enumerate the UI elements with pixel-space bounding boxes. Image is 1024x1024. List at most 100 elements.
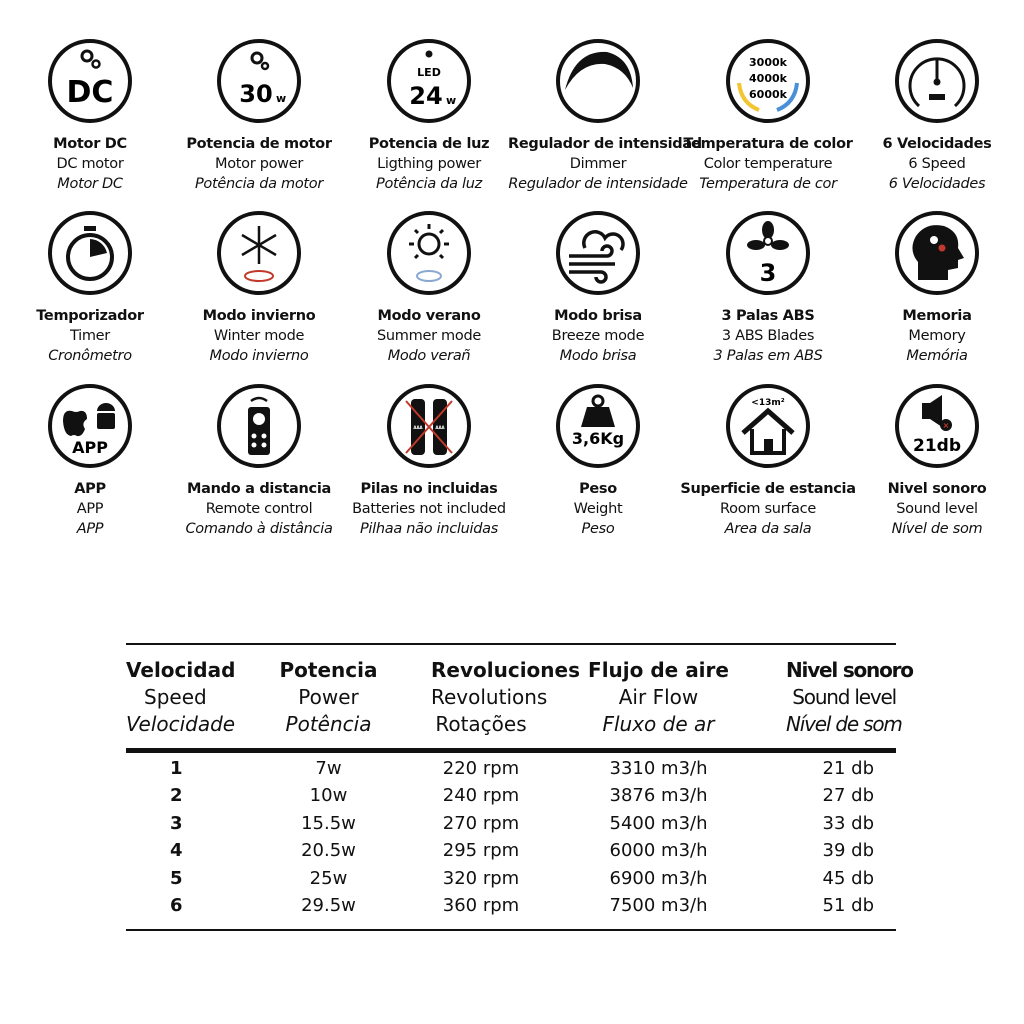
table-body: 1 7w 220 rpm 3310 m3/h 21 db 2 10w 240 rpm 3876 … <box>126 753 896 929</box>
table-row: 2 10w 240 rpm 3876 m3/h 27 db <box>126 782 896 809</box>
label-pt: Potência da motor <box>194 176 324 192</box>
cell-power: 29.5w <box>301 895 356 917</box>
svg-text:30: 30 <box>239 80 272 108</box>
dc-motor-icon: DC <box>48 39 132 123</box>
label-en: DC motor <box>56 156 124 172</box>
label-pt: Cronômetro <box>48 348 132 364</box>
feature-app: APP APP APP APP <box>0 383 180 539</box>
stopwatch-icon <box>48 211 132 295</box>
label-en: Ligthing power <box>377 156 481 172</box>
svg-text:3000k: 3000k <box>749 56 788 69</box>
label-es: Temperatura de color <box>683 136 853 152</box>
header-power: Potencia Power Potência <box>226 657 431 738</box>
label-pt: Nível de som <box>891 521 983 537</box>
motor-power-icon: 30 w <box>217 39 301 123</box>
dimmer-icon <box>556 39 640 123</box>
cell-speed: 6 <box>170 895 183 917</box>
header-en: Sound level <box>792 685 897 709</box>
header-es: Nivel sonoro <box>786 658 914 682</box>
label-en: Weight <box>573 501 623 517</box>
label-es: Modo brisa <box>554 308 642 324</box>
feature-timer: Temporizador Timer Cronômetro <box>0 210 180 366</box>
feature-winter-mode: Modo invierno Winter mode Modo invierno <box>169 210 349 366</box>
label-es: Potencia de luz <box>368 136 490 152</box>
cell-revolutions: 240 rpm <box>442 785 520 807</box>
label-pt: 3 Palas em ABS <box>713 348 823 364</box>
label-en: Remote control <box>205 501 313 517</box>
svg-text:w: w <box>276 92 286 105</box>
label-es: Nivel sonoro <box>887 481 987 497</box>
feature-room-surface: <13m² Superficie de estancia Room surfac… <box>678 383 858 539</box>
memory-head-icon <box>895 211 979 295</box>
header-pt: Potência <box>285 712 372 736</box>
app-icon: APP <box>48 384 132 468</box>
svg-text:3: 3 <box>760 259 777 287</box>
feature-dimmer: Regulador de intensidad Dimmer Regulador… <box>508 38 702 194</box>
label-es: Motor DC <box>53 136 127 152</box>
cell-power: 25w <box>309 867 348 889</box>
cell-revolutions: 360 rpm <box>442 895 520 917</box>
label-pt: Motor DC <box>57 176 123 192</box>
label-es: Pilas no incluidas <box>360 481 498 497</box>
label-en: Summer mode <box>377 328 481 344</box>
table-row: 3 15.5w 270 rpm 5400 m3/h 33 db <box>126 810 896 837</box>
feature-summer-mode: Modo verano Summer mode Modo verañ <box>339 210 519 366</box>
cell-sound-level: 27 db <box>822 785 874 807</box>
label-en: APP <box>76 501 104 517</box>
feature-led-power: LED 24 w Potencia de luz Ligthing power Po… <box>339 38 519 194</box>
label-es: 6 Velocidades <box>882 136 992 152</box>
label-pt: APP <box>76 521 104 537</box>
feature-color-temperature: 3000k 4000k 6000k Temperatura de color Col… <box>678 38 858 194</box>
feature-sound-level: × 21db Nivel sonoro Sound level Nível de … <box>847 383 1024 539</box>
header-en: Power <box>298 685 359 709</box>
svg-text:3,6Kg: 3,6Kg <box>572 429 624 448</box>
cell-air-flow: 7500 m3/h <box>609 895 708 917</box>
header-speed: Velocidad Speed Velocidade <box>126 657 235 738</box>
cell-sound-level: 39 db <box>822 840 874 862</box>
table-row: 1 7w 220 rpm 3310 m3/h 21 db <box>126 755 896 782</box>
table-bottom-rule <box>126 929 896 932</box>
table-row: 5 25w 320 rpm 6900 m3/h 45 db <box>126 865 896 892</box>
table-row: 4 20.5w 295 rpm 6000 m3/h 39 db <box>126 837 896 864</box>
label-es: Mando a distancia <box>186 481 332 497</box>
snowflake-icon <box>217 211 301 295</box>
label-es: Modo invierno <box>202 308 316 324</box>
feature-breeze-mode: Modo brisa Breeze mode Modo brisa <box>508 210 688 366</box>
label-en: Dimmer <box>569 156 627 172</box>
table-header: Velocidad Speed Velocidade Potencia Powe… <box>126 645 914 748</box>
svg-text:APP: APP <box>72 438 108 457</box>
svg-text:LED: LED <box>417 66 441 79</box>
cell-speed: 3 <box>170 812 183 834</box>
label-es: Peso <box>579 481 617 497</box>
breeze-icon <box>556 211 640 295</box>
fan-blades-icon: 3 <box>726 211 810 295</box>
sound-level-icon: × 21db <box>895 384 979 468</box>
cell-air-flow: 6000 m3/h <box>609 840 708 862</box>
label-en: Breeze mode <box>551 328 645 344</box>
label-en: Room surface <box>720 501 816 517</box>
room-surface-icon: <13m² <box>726 384 810 468</box>
cell-power: 20.5w <box>301 840 356 862</box>
label-pt: Temperatura de cor <box>699 176 837 192</box>
header-sound-level: Nivel sonoro Sound level Nível de som <box>786 657 914 738</box>
cell-sound-level: 45 db <box>822 867 874 889</box>
color-temperature-icon: 3000k 4000k 6000k <box>726 39 810 123</box>
label-es: Regulador de intensidad <box>508 136 702 152</box>
header-en: Speed <box>144 685 207 709</box>
svg-text:6000k: 6000k <box>749 88 788 101</box>
label-en: Sound level <box>896 501 978 517</box>
svg-text:w: w <box>446 94 456 107</box>
label-pt: Modo verañ <box>387 348 471 364</box>
label-en: Motor power <box>214 156 304 172</box>
led-power-icon: LED 24 w <box>387 39 471 123</box>
cell-revolutions: 270 rpm <box>442 812 520 834</box>
cell-revolutions: 320 rpm <box>442 867 520 889</box>
svg-text:×: × <box>943 421 950 430</box>
label-pt: Comando à distância <box>185 521 333 537</box>
header-es: Potencia <box>279 658 378 682</box>
cell-air-flow: 3876 m3/h <box>609 785 708 807</box>
label-en: Color temperature <box>703 156 833 172</box>
table-row: 6 29.5w 360 rpm 7500 m3/h 51 db <box>126 892 896 919</box>
feature-weight: 3,6Kg Peso Weight Peso <box>508 383 688 539</box>
label-es: Modo verano <box>377 308 481 324</box>
